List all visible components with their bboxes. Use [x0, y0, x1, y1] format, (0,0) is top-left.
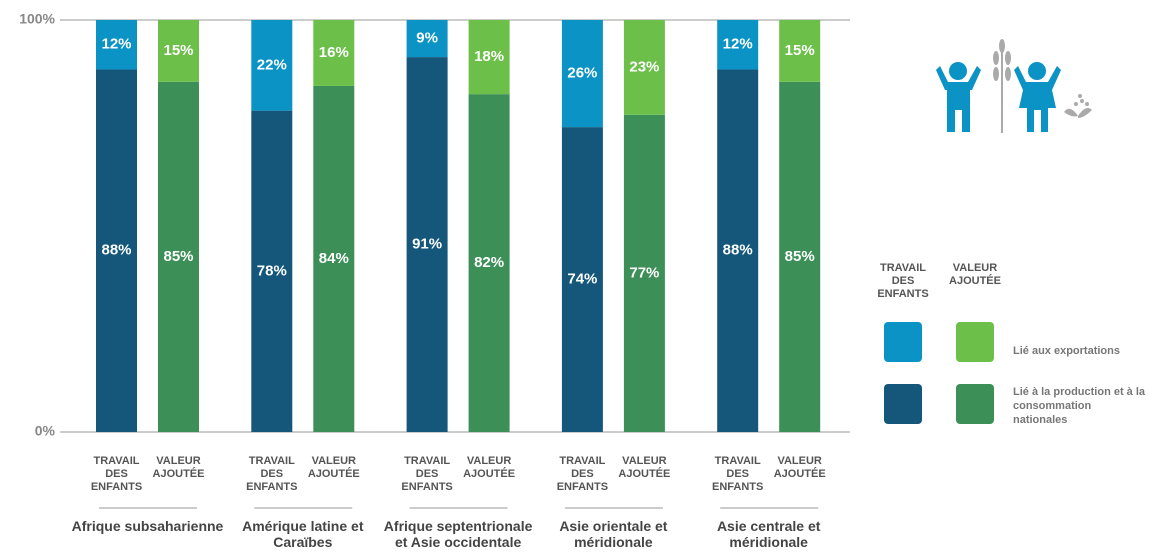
- bar-label: TRAVAIL DES ENFANTS: [90, 455, 143, 493]
- data-label: 77%: [629, 264, 659, 281]
- bar-segment: [406, 20, 448, 58]
- bar-label: TRAVAIL DES ENFANTS: [401, 455, 453, 493]
- data-label: 88%: [101, 242, 131, 259]
- bar-label: VALEUR AJOUTÉE: [773, 455, 826, 480]
- bar-segment: [779, 81, 821, 433]
- bar-label: VALEUR AJOUTÉE: [152, 455, 205, 480]
- legend-swatch: [956, 384, 994, 424]
- bar-segment: [468, 94, 510, 432]
- icon: [936, 39, 1092, 133]
- bar-segment: [561, 20, 603, 128]
- data-label: 91%: [412, 236, 442, 253]
- bar-segment: [561, 127, 603, 433]
- legend-swatch: [884, 322, 922, 362]
- bar-label: VALEUR AJOUTÉE: [463, 455, 516, 480]
- bar-segment: [779, 20, 821, 82]
- y-tick-label: 100%: [19, 11, 55, 27]
- bar-segment: [717, 20, 759, 70]
- data-label: 15%: [163, 42, 193, 59]
- data-label: 85%: [785, 248, 815, 265]
- bar-segment: [313, 20, 355, 86]
- data-label: 23%: [629, 58, 659, 75]
- data-label: 74%: [567, 271, 597, 288]
- data-label: 22%: [257, 56, 287, 73]
- data-label: 88%: [723, 242, 753, 259]
- data-label: 12%: [723, 36, 753, 53]
- y-tick-label: 0%: [35, 423, 56, 439]
- legend-text: Lié aux exportations: [1013, 345, 1120, 357]
- category-label: Asie orientale et méridionale: [559, 518, 668, 550]
- data-label: 85%: [163, 248, 193, 265]
- data-label: 78%: [257, 262, 287, 279]
- category-label: Amérique latine et Caraïbes: [242, 518, 364, 550]
- data-label: 18%: [474, 48, 504, 65]
- data-label: 9%: [416, 30, 438, 47]
- bar-segment: [96, 20, 137, 70]
- bar-segment: [623, 114, 665, 432]
- bar-label: VALEUR AJOUTÉE: [618, 455, 671, 480]
- bar-segment: [313, 85, 355, 433]
- bar-segment: [251, 110, 293, 432]
- category-label: Afrique septentrionale et Asie occidenta…: [383, 518, 533, 550]
- bar-label: TRAVAIL DES ENFANTS: [246, 455, 298, 493]
- data-label: 16%: [319, 44, 349, 61]
- bar-segment: [251, 20, 293, 111]
- bar-segment: [717, 69, 759, 432]
- category-label: Afrique subsaharienne: [71, 518, 224, 534]
- legend-header: VALEUR AJOUTÉE: [949, 262, 1001, 287]
- data-label: 82%: [474, 254, 504, 271]
- bar-segment: [96, 69, 137, 432]
- bar-segment: [468, 20, 510, 95]
- bar-segment: [158, 20, 199, 82]
- bar-segment: [158, 81, 199, 433]
- legend-swatch: [884, 384, 922, 424]
- data-label: 15%: [785, 42, 815, 59]
- bar-segment: [623, 20, 665, 115]
- data-label: 12%: [101, 36, 131, 53]
- bar-label: TRAVAIL DES ENFANTS: [712, 455, 764, 493]
- category-label: Asie centrale et méridionale: [716, 518, 821, 550]
- bar-label: VALEUR AJOUTÉE: [307, 455, 360, 480]
- data-label: 84%: [319, 250, 349, 267]
- legend-header: TRAVAIL DES ENFANTS: [877, 262, 929, 300]
- legend-text: Lié à la production et à la consommation…: [1013, 386, 1146, 426]
- bar-label: TRAVAIL DES ENFANTS: [556, 455, 609, 493]
- legend-swatch: [956, 322, 994, 362]
- data-label: 26%: [567, 65, 597, 82]
- bar-segment: [406, 57, 448, 433]
